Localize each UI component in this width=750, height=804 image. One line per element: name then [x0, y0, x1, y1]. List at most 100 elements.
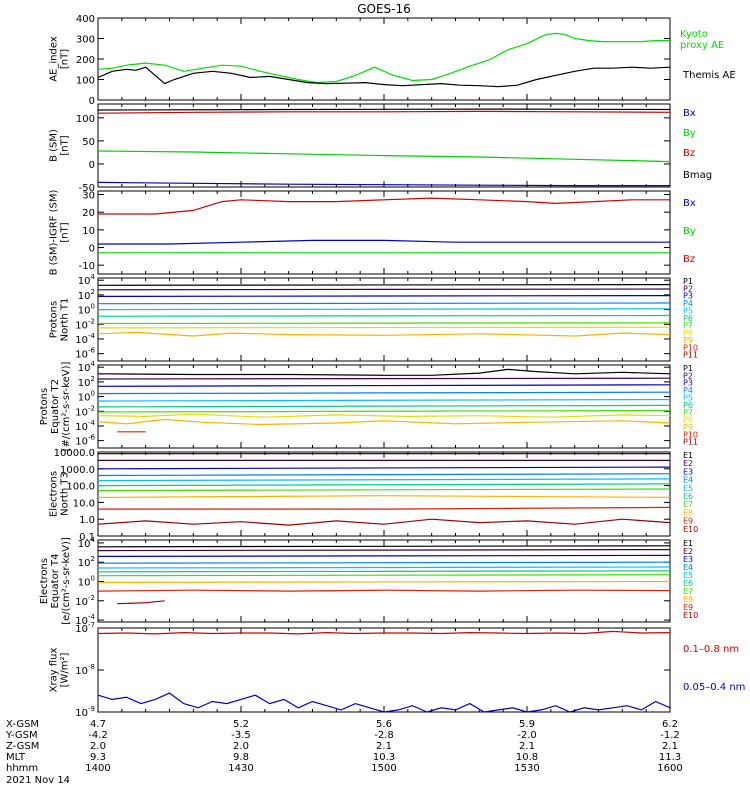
- ephemeris-value: 1400: [85, 763, 110, 774]
- ephemeris-value: -4.2: [88, 730, 108, 741]
- series-line-p7: [97, 409, 671, 413]
- y-tick-label: 10-2: [75, 594, 95, 608]
- ephemeris-value: 5.6: [376, 719, 392, 730]
- legend-label: P1: [683, 277, 693, 286]
- ephemeris-value: 11.3: [659, 752, 681, 763]
- legend-label: E7: [683, 500, 693, 509]
- series-line-0-05-0-4-nm: [97, 692, 671, 713]
- ephemeris-value: 10.3: [373, 752, 395, 763]
- legend-label: E5: [683, 484, 693, 493]
- legend-label: P10: [683, 430, 698, 439]
- series-line-bmag: [97, 108, 671, 111]
- legend-label: E2: [683, 459, 693, 468]
- series-line-p2: [97, 377, 671, 380]
- series-line-p2: [97, 288, 671, 291]
- series-line-e9: [97, 589, 671, 592]
- y-axis-label: North T1: [60, 298, 71, 342]
- y-tick-label: 0.1: [79, 532, 95, 543]
- ephemeris-value: 5.2: [233, 719, 249, 730]
- y-axis-label: [e/(cm²-s-sr-keV)]: [61, 537, 72, 625]
- y-tick-label: 10-4: [75, 332, 95, 346]
- y-tick-label: 50: [82, 137, 95, 148]
- panel-frame: [97, 103, 671, 188]
- series-line-e9: [98, 506, 671, 510]
- y-tick-label: -50: [79, 183, 95, 194]
- series-line-e5: [97, 478, 671, 482]
- ephemeris-value: 2.0: [233, 741, 249, 752]
- series-line-kyoto-proxy-ae: [97, 32, 670, 84]
- ephemeris-value: -2.8: [374, 730, 394, 741]
- series-line-e6: [97, 570, 671, 573]
- series-line-p4: [97, 391, 671, 395]
- series-line-e2: [97, 548, 671, 552]
- legend-label: P7: [683, 408, 693, 417]
- y-tick-label: 102: [78, 375, 95, 389]
- ephemeris-value: 9.3: [90, 752, 106, 763]
- y-tick-label: 0: [89, 160, 95, 171]
- legend-label: proxy AE: [680, 40, 724, 51]
- y-axis-label: [W/m²]: [60, 652, 71, 687]
- series-line-p6: [97, 404, 671, 408]
- legend-label: P7: [683, 321, 693, 330]
- legend-label: E5: [683, 571, 693, 580]
- series-line-p5: [97, 398, 671, 402]
- y-axis-label: North T3: [60, 472, 71, 516]
- y-tick-label: 10-9: [75, 705, 95, 719]
- series-line-p9: [97, 418, 671, 426]
- y-axis-label: B (SM): [49, 129, 60, 162]
- panel-bsm: -50 0 50 100 B (SM) [nT] Bx By Bz Bmag: [49, 103, 712, 194]
- legend-label: Bx: [683, 198, 696, 209]
- series-line-p9: [97, 331, 671, 337]
- legend-label: P10: [683, 343, 698, 352]
- legend-label: P8: [683, 416, 693, 425]
- panel-bigrf: -10 0 10 20 30 B (SM)-IGRF (SM) [nT] Bx By Bz: [49, 190, 696, 276]
- y-tick-label: 100: [78, 390, 95, 404]
- y-tick-label: 104: [78, 360, 96, 374]
- legend-label: P9: [683, 336, 693, 345]
- y-tick-label: 102: [78, 555, 95, 569]
- series-line-p1: [97, 368, 671, 376]
- legend-label: E1: [683, 539, 693, 548]
- legend-label: E4: [683, 563, 693, 572]
- legend-label: P5: [683, 306, 693, 315]
- legend-label: Bx: [683, 108, 696, 119]
- series-line-p1: [97, 284, 671, 286]
- ephemeris-value: 1530: [514, 763, 539, 774]
- ephemeris-value: 6.2: [662, 719, 678, 730]
- y-tick-label: 10.0: [73, 498, 95, 509]
- series-line-p5: [97, 308, 671, 311]
- legend-label: E8: [683, 595, 693, 604]
- series-line-p8: [97, 326, 671, 329]
- y-tick-label: 0: [89, 244, 95, 255]
- ephemeris-label: hhmm: [6, 763, 38, 774]
- ephemeris-value: 2.0: [90, 741, 106, 752]
- series-line-0-1-0-8-nm: [97, 630, 671, 635]
- y-tick-label: 200: [76, 55, 95, 66]
- legend-label: P11: [683, 438, 698, 447]
- series-line-bz: [97, 110, 671, 114]
- panel-frame: [97, 277, 671, 362]
- legend-label: Kyoto: [680, 29, 708, 40]
- legend-label: E8: [683, 508, 693, 517]
- series-line-bx: [97, 181, 670, 187]
- legend-label: E3: [683, 555, 693, 564]
- y-tick-label: -10: [79, 261, 95, 272]
- legend-label: E9: [683, 603, 693, 612]
- series-line-bx: [98, 239, 670, 245]
- y-axis-label: Electrons: [39, 558, 50, 604]
- series-line-e8: [97, 495, 671, 498]
- y-axis-label: Electrons: [49, 471, 60, 517]
- series-line-e7: [97, 574, 671, 577]
- series-line-p8: [97, 413, 671, 418]
- ephemeris-value: 9.8: [233, 752, 249, 763]
- y-tick-label: 100.0: [66, 482, 95, 493]
- y-tick-label: 1.0: [79, 515, 95, 526]
- legend-label: P3: [683, 292, 693, 301]
- series-line-e1: [97, 545, 671, 548]
- legend-label: E10: [683, 525, 698, 534]
- chart-title: GOES-16: [357, 2, 411, 16]
- legend-label: E10: [683, 611, 698, 620]
